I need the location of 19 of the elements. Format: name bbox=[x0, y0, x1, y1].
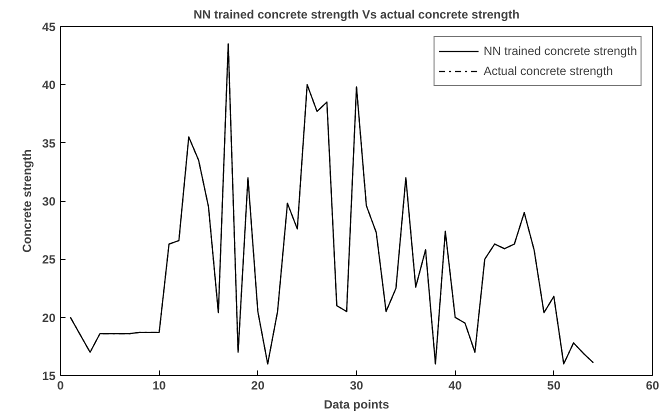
legend-label: NN trained concrete strength bbox=[484, 44, 637, 58]
y-tick-label: 20 bbox=[42, 310, 56, 325]
x-tick-label: 20 bbox=[251, 378, 265, 392]
legend-label: Actual concrete strength bbox=[484, 64, 613, 78]
x-tick-label: 40 bbox=[448, 378, 462, 392]
x-axis-title: Data points bbox=[324, 398, 390, 412]
x-tick-label: 30 bbox=[350, 378, 364, 392]
y-tick-label: 30 bbox=[42, 194, 56, 208]
x-tick-label: 60 bbox=[646, 378, 660, 392]
y-tick-label: 25 bbox=[42, 252, 56, 267]
y-tick-label: 45 bbox=[42, 20, 56, 34]
y-axis-title: Concrete strength bbox=[20, 149, 34, 253]
x-tick-label: 50 bbox=[547, 378, 561, 392]
x-tick-label: 0 bbox=[57, 378, 64, 392]
y-tick-label: 35 bbox=[42, 136, 56, 150]
chart-title: NN trained concrete strength Vs actual concrete strength bbox=[193, 8, 520, 22]
y-tick-label: 15 bbox=[42, 369, 56, 383]
x-tick-label: 10 bbox=[152, 378, 166, 392]
y-tick-label: 40 bbox=[42, 78, 56, 92]
